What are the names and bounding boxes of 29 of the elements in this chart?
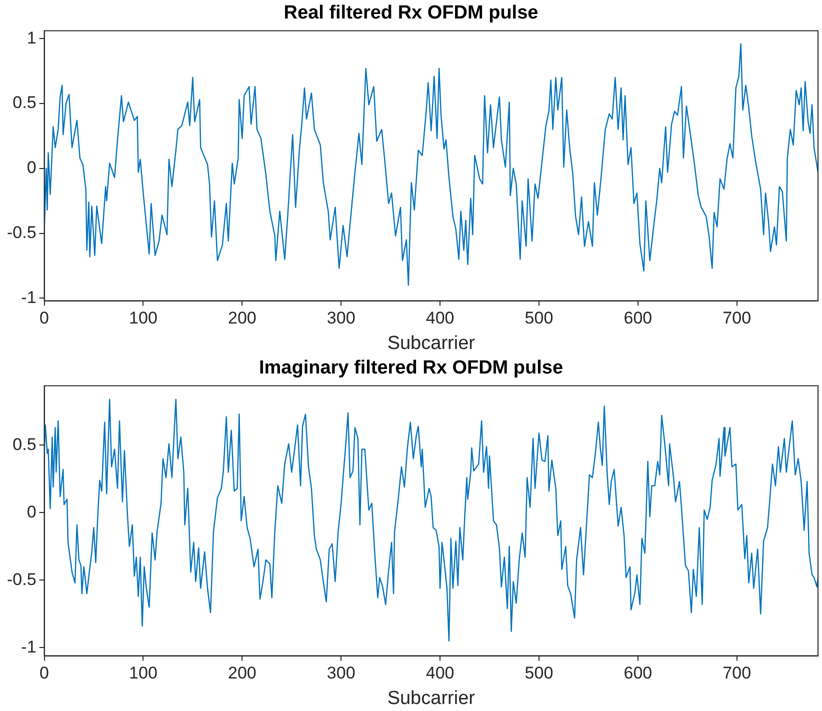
x-tick-label: 700 xyxy=(722,664,752,683)
x-tick-label: 0 xyxy=(40,664,50,683)
x-axis-title: Subcarrier xyxy=(387,688,476,709)
chart-title: Imaginary filtered Rx OFDM pulse xyxy=(258,358,564,379)
x-tick-label: 700 xyxy=(722,308,752,328)
x-tick-label: 300 xyxy=(326,664,356,683)
x-axis-title: Subcarrier xyxy=(387,332,476,354)
x-tick-label: 300 xyxy=(326,308,356,328)
chart-title: Real filtered Rx OFDM pulse xyxy=(284,2,538,24)
y-tick-label: 0.5 xyxy=(12,434,36,454)
x-tick-label: 400 xyxy=(426,308,454,328)
x-tick-label: 500 xyxy=(524,664,554,683)
x-tick-label: 100 xyxy=(129,308,158,328)
x-tick-label: 100 xyxy=(129,664,158,683)
x-tick-label: 200 xyxy=(228,664,256,683)
y-tick-label: -1 xyxy=(21,288,36,307)
y-tick-label: -0.5 xyxy=(6,570,36,589)
y-tick-label: -0.5 xyxy=(6,222,36,242)
y-tick-label: -1 xyxy=(21,637,36,656)
y-tick-label: 0.5 xyxy=(12,93,36,112)
y-tick-label: 0 xyxy=(26,158,36,178)
x-tick-label: 500 xyxy=(524,308,554,328)
x-tick-label: 600 xyxy=(624,308,652,328)
y-tick-label: 0 xyxy=(26,502,36,522)
x-tick-label: 200 xyxy=(228,308,256,328)
x-tick-label: 400 xyxy=(426,664,454,683)
x-tick-label: 600 xyxy=(624,664,652,683)
x-tick-label: 0 xyxy=(40,308,50,328)
y-tick-label: 1 xyxy=(26,28,36,48)
